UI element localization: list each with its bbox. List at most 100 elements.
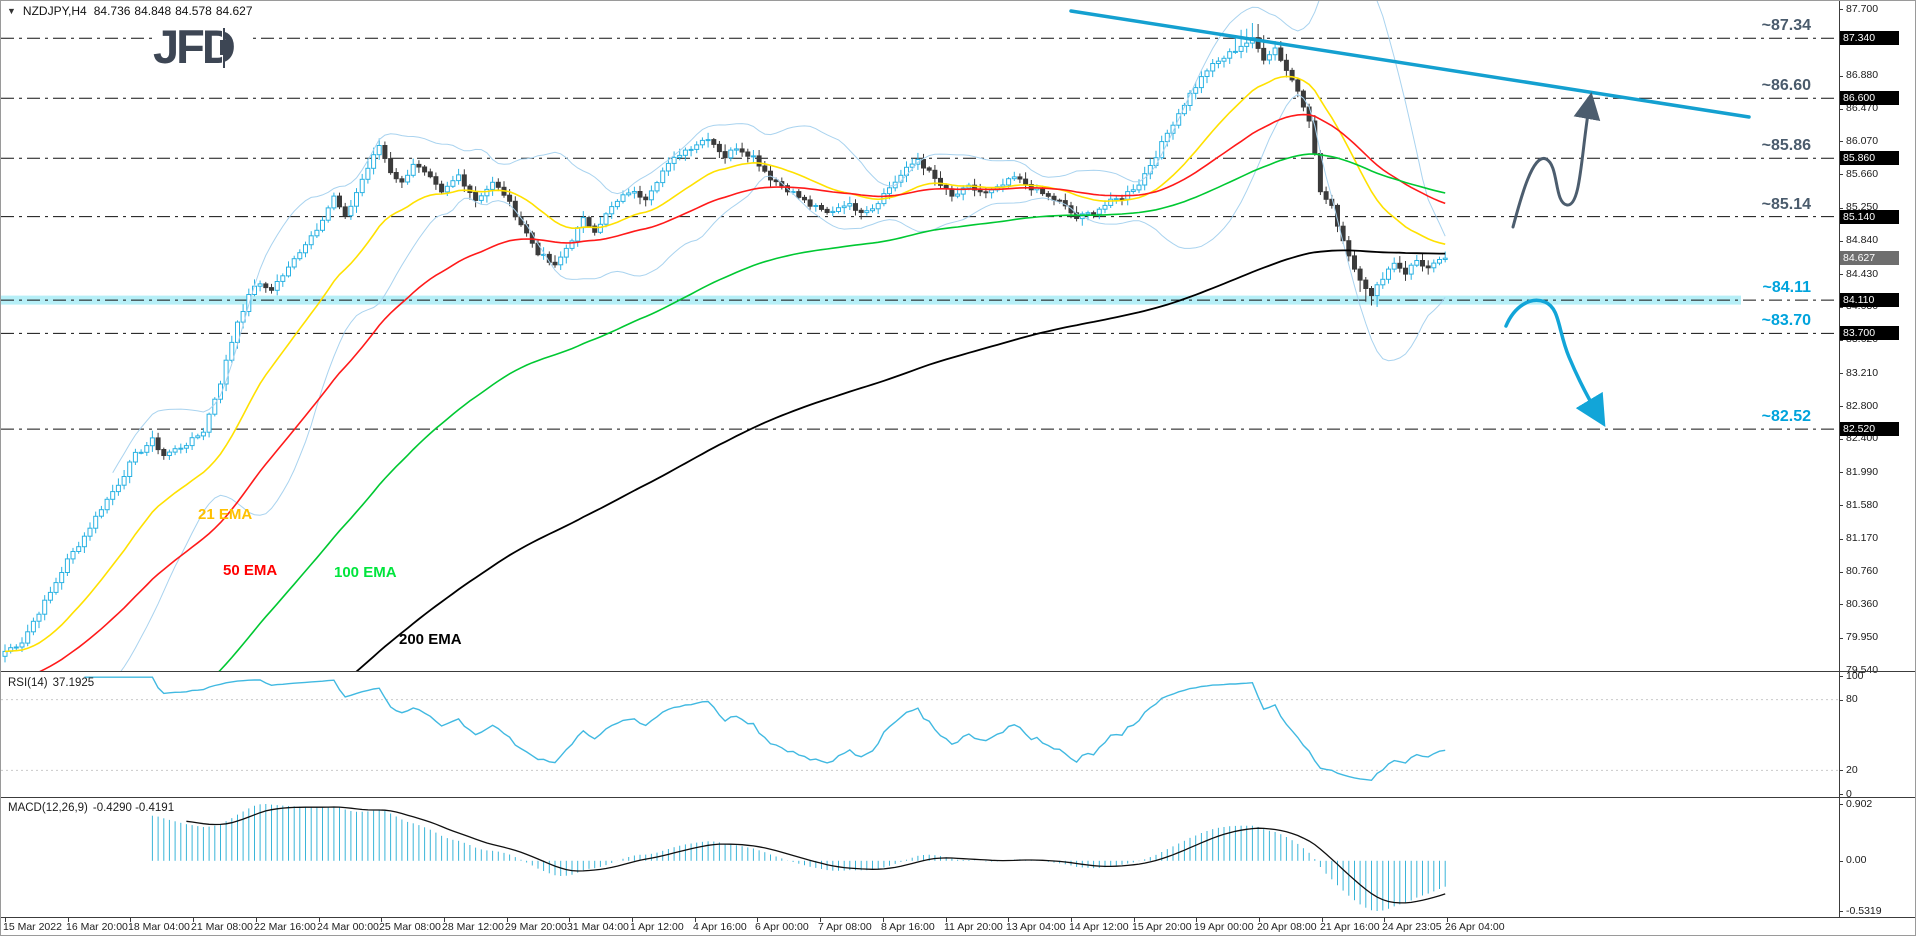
time-tick-mark bbox=[1259, 918, 1260, 922]
rsi-tick-label: 80 bbox=[1846, 693, 1858, 705]
time-tick-label: 29 Mar 20:00 bbox=[505, 921, 567, 933]
macd-tick-mark bbox=[1839, 861, 1843, 862]
level-price-box: 85.860 bbox=[1840, 151, 1899, 165]
level-price-box: 83.700 bbox=[1840, 326, 1899, 340]
ema-50-label: 50 EMA bbox=[223, 562, 278, 579]
time-tick-mark bbox=[1134, 918, 1135, 922]
time-tick-mark bbox=[820, 918, 821, 922]
price-tick-label: 84.430 bbox=[1846, 268, 1879, 280]
ema-200-line bbox=[355, 249, 1446, 671]
ema-50-line bbox=[39, 113, 1446, 671]
macd-name: MACD(12,26,9) bbox=[8, 802, 88, 814]
price-tick-mark bbox=[1839, 439, 1843, 440]
time-tick-mark bbox=[695, 918, 696, 922]
price-tick-mark bbox=[1839, 208, 1843, 209]
price-tick-mark bbox=[1839, 472, 1843, 473]
macd-tick-mark bbox=[1839, 911, 1843, 912]
macd-tick-label: 0.00 bbox=[1846, 854, 1867, 866]
time-tick-mark bbox=[319, 918, 320, 922]
price-tick-mark bbox=[1839, 241, 1843, 242]
chart-title-bar: ▼ NZDJPY,H4 84.736 84.848 84.578 84.627 bbox=[7, 4, 253, 18]
macd-tick-label: 0.902 bbox=[1846, 798, 1873, 810]
time-tick-mark bbox=[130, 918, 131, 922]
level-price-box: 85.140 bbox=[1840, 210, 1899, 224]
bollinger-upper-line bbox=[112, 1, 1446, 474]
rsi-tick-mark bbox=[1839, 770, 1843, 771]
symbol-dropdown-icon[interactable]: ▼ bbox=[7, 6, 16, 16]
time-tick-mark bbox=[946, 918, 947, 922]
price-chart-canvas[interactable] bbox=[1, 1, 1839, 671]
ohlc-high: 84.848 bbox=[134, 4, 172, 18]
level-label-87.340: ~87.34 bbox=[1761, 17, 1811, 34]
macd-canvas[interactable] bbox=[1, 798, 1839, 917]
price-tick-mark bbox=[1839, 604, 1843, 605]
level-price-box: 84.110 bbox=[1840, 293, 1899, 307]
macd-indicator-label: MACD(12,26,9) -0.4290 -0.4191 bbox=[8, 802, 174, 814]
symbol-label: NZDJPY,H4 bbox=[22, 4, 87, 18]
current-price-box: 84.627 bbox=[1840, 251, 1899, 265]
price-tick-mark bbox=[1839, 373, 1843, 374]
level-label-86.600: ~86.60 bbox=[1761, 77, 1811, 94]
time-tick-label: 1 Apr 12:00 bbox=[630, 921, 684, 933]
time-tick-label: 28 Mar 12:00 bbox=[442, 921, 504, 933]
bullish-scenario-arrow[interactable] bbox=[1511, 92, 1601, 229]
price-tick-label: 80.760 bbox=[1846, 565, 1879, 577]
time-tick-label: 25 Mar 08:00 bbox=[379, 921, 441, 933]
bearish-scenario-arrow[interactable] bbox=[1504, 298, 1606, 428]
time-tick-label: 20 Apr 08:00 bbox=[1257, 921, 1317, 933]
price-tick-mark bbox=[1839, 638, 1843, 639]
macd-value: -0.4290 -0.4191 bbox=[92, 802, 175, 814]
ohlc-close: 84.627 bbox=[215, 4, 253, 18]
price-tick-label: 81.990 bbox=[1846, 466, 1879, 478]
price-tick-label: 87.700 bbox=[1846, 3, 1879, 15]
panel-separator[interactable] bbox=[1, 671, 1915, 672]
price-tick-mark bbox=[1839, 539, 1843, 540]
macd-signal-line bbox=[186, 806, 1446, 904]
bollinger-lower-line bbox=[120, 93, 1446, 671]
time-tick-mark bbox=[5, 918, 6, 922]
time-tick-mark bbox=[193, 918, 194, 922]
time-tick-label: 15 Apr 20:00 bbox=[1132, 921, 1192, 933]
time-tick-mark bbox=[381, 918, 382, 922]
price-tick-label: 82.800 bbox=[1846, 400, 1879, 412]
time-tick-mark bbox=[1008, 918, 1009, 922]
ema-100-label: 100 EMA bbox=[334, 564, 397, 581]
rsi-canvas[interactable] bbox=[1, 672, 1839, 797]
time-tick-mark bbox=[1071, 918, 1072, 922]
price-tick-mark bbox=[1839, 274, 1843, 275]
price-tick-label: 83.210 bbox=[1846, 367, 1879, 379]
price-tick-mark bbox=[1839, 406, 1843, 407]
price-tick-label: 85.660 bbox=[1846, 168, 1879, 180]
time-tick-mark bbox=[256, 918, 257, 922]
time-tick-mark bbox=[1384, 918, 1385, 922]
price-tick-mark bbox=[1839, 340, 1843, 341]
rsi-tick-label: 0 bbox=[1846, 788, 1852, 800]
macd-tick-label: -0.5319 bbox=[1846, 905, 1882, 917]
panel-separator[interactable] bbox=[1, 797, 1915, 798]
ema-21-label: 21 EMA bbox=[198, 506, 253, 523]
rsi-panel[interactable] bbox=[1, 672, 1839, 797]
level-label-85.860: ~85.86 bbox=[1761, 137, 1811, 154]
ema-21-line bbox=[4, 75, 1446, 653]
time-tick-mark bbox=[883, 918, 884, 922]
panel-separator[interactable] bbox=[1, 917, 1915, 918]
price-tick-mark bbox=[1839, 307, 1843, 308]
broker-logo: JFD bbox=[153, 23, 253, 73]
descending-trendline[interactable] bbox=[1069, 9, 1751, 119]
time-tick-label: 18 Mar 04:00 bbox=[128, 921, 190, 933]
macd-histogram bbox=[151, 804, 1446, 911]
macd-panel[interactable] bbox=[1, 798, 1839, 917]
time-tick-mark bbox=[1196, 918, 1197, 922]
price-tick-label: 86.470 bbox=[1846, 102, 1879, 114]
rsi-tick-mark bbox=[1839, 700, 1843, 701]
time-tick-mark bbox=[1322, 918, 1323, 922]
price-tick-label: 86.070 bbox=[1846, 135, 1879, 147]
time-tick-label: 15 Mar 2022 bbox=[3, 921, 62, 933]
price-tick-mark bbox=[1839, 572, 1843, 573]
time-tick-mark bbox=[757, 918, 758, 922]
price-tick-label: 81.580 bbox=[1846, 499, 1879, 511]
ohlc-open: 84.736 bbox=[93, 4, 131, 18]
price-tick-mark bbox=[1839, 141, 1843, 142]
price-tick-mark bbox=[1839, 76, 1843, 77]
price-chart-panel[interactable] bbox=[1, 1, 1839, 671]
